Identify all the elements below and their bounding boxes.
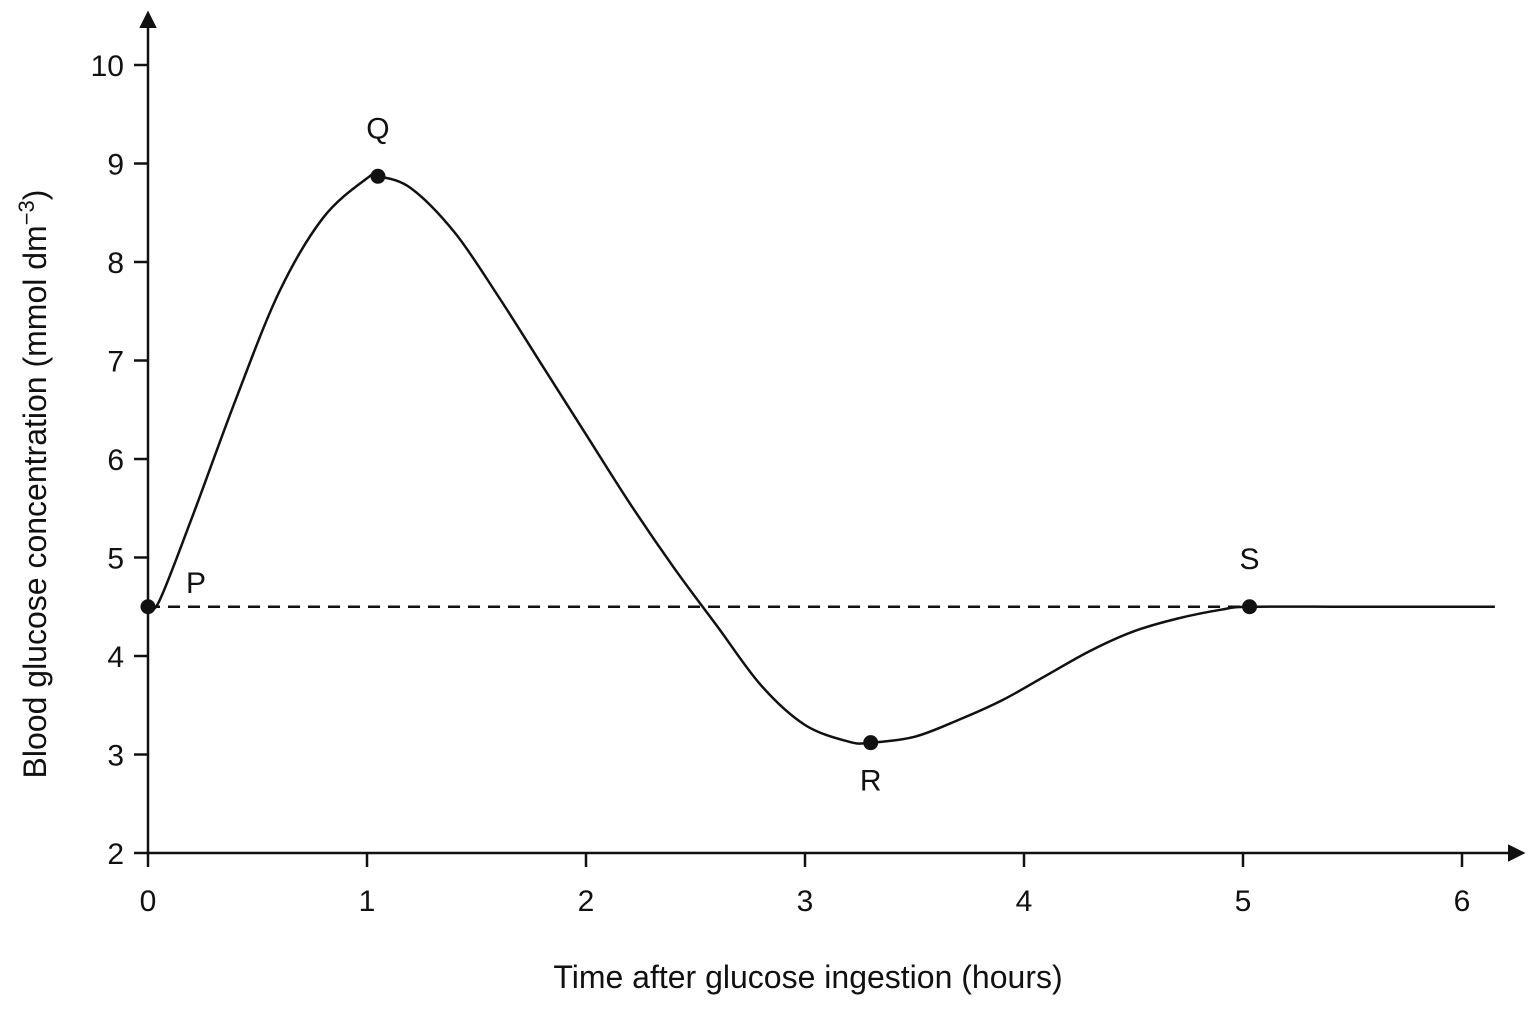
labeled-points: P Q R S xyxy=(140,112,1260,798)
point-q-marker xyxy=(370,168,386,184)
y-axis-title-sup: −3 xyxy=(14,200,39,225)
glucose-curve xyxy=(146,172,1495,745)
y-axis-title-close: ) xyxy=(17,190,53,201)
y-tick-label: 3 xyxy=(107,740,124,773)
y-tick-label: 8 xyxy=(107,247,124,280)
y-axis-title-main: Blood glucose concentration (mmol dm xyxy=(17,225,53,778)
y-ticks: 2 3 4 5 6 7 8 9 10 xyxy=(91,50,148,871)
x-tick-label: 1 xyxy=(359,885,376,918)
x-tick-label: 0 xyxy=(140,885,157,918)
y-tick-label: 6 xyxy=(107,444,124,477)
point-s-label: S xyxy=(1240,543,1260,576)
y-tick-label: 7 xyxy=(107,346,124,379)
point-r-label: R xyxy=(860,765,882,798)
y-tick-label: 2 xyxy=(107,838,124,871)
x-tick-label: 5 xyxy=(1235,885,1252,918)
y-tick-label: 9 xyxy=(107,149,124,182)
point-r-marker xyxy=(863,735,879,751)
x-tick-label: 2 xyxy=(578,885,595,918)
x-tick-label: 3 xyxy=(797,885,814,918)
x-tick-label: 6 xyxy=(1454,885,1471,918)
y-axis-title: Blood glucose concentration (mmol dm−3) xyxy=(14,190,53,779)
y-tick-label: 10 xyxy=(91,50,124,83)
point-q-label: Q xyxy=(366,112,389,145)
y-tick-label: 4 xyxy=(107,641,124,674)
x-ticks: 0 1 2 3 4 5 6 xyxy=(140,853,1471,918)
point-s-marker xyxy=(1242,599,1258,615)
x-tick-label: 4 xyxy=(1016,885,1033,918)
y-tick-label: 5 xyxy=(107,543,124,576)
point-p-marker xyxy=(140,599,156,615)
point-p-label: P xyxy=(186,567,206,600)
x-axis-title: Time after glucose ingestion (hours) xyxy=(553,959,1062,995)
